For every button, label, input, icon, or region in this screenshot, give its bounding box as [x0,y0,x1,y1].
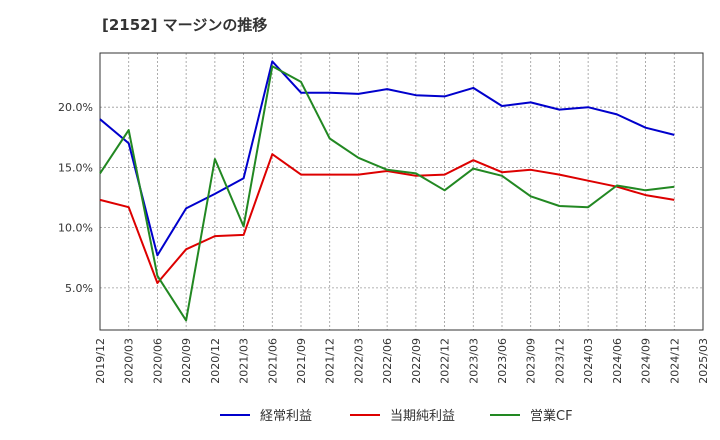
x-tick-label: 2021/12 [324,338,337,384]
y-tick-label: 5.0% [65,282,93,295]
x-tick-label: 2023/06 [496,338,509,384]
series-line-2 [99,65,675,322]
grid-layer [100,53,703,330]
x-tick-label: 2022/06 [381,338,394,384]
x-tick-label: 2024/12 [668,338,681,384]
x-tick-label: 2022/12 [439,338,452,384]
legend-label-2: 営業CF [530,408,573,424]
y-tick-label: 10.0% [58,222,93,235]
x-tick-label: 2020/09 [180,338,193,384]
y-tick-label: 15.0% [58,161,93,174]
x-tick-label: 2021/06 [266,338,279,384]
x-tick-label: 2024/06 [611,338,624,384]
x-tick-label: 2024/03 [582,338,595,384]
legend-label-1: 当期純利益 [390,409,455,424]
x-tick-label: 2023/03 [467,338,480,384]
x-tick-label: 2023/12 [553,338,566,384]
series-line-1 [99,153,675,284]
legend-layer: 経常利益 当期純利益 営業CF [220,408,573,424]
legend-label-0: 経常利益 [260,409,312,424]
x-tick-label: 2021/03 [238,338,251,384]
x-tick-label: 2021/09 [295,338,308,384]
plot-frame [99,52,704,331]
axis-layer: 5.0% 10.0% 15.0% 20.0% 2019/12 2020/03 2020/06… [58,52,710,384]
x-tick-label: 2020/12 [209,338,222,384]
x-tick-label: 2025/03 [697,338,710,384]
y-tick-label: 20.0% [58,101,93,114]
x-tick-label: 2022/03 [352,338,365,384]
x-tick-label: 2023/09 [525,338,538,384]
series-layer [99,60,675,322]
x-tick-label: 2019/12 [94,338,107,384]
x-tick-label: 2020/03 [123,338,136,384]
x-tick-label: 2020/06 [151,338,164,384]
chart-title: [2152] マージンの推移 [102,16,268,34]
x-tick-label: 2022/09 [410,338,423,384]
series-line-0 [99,60,675,257]
x-tick-label: 2024/09 [640,338,653,384]
